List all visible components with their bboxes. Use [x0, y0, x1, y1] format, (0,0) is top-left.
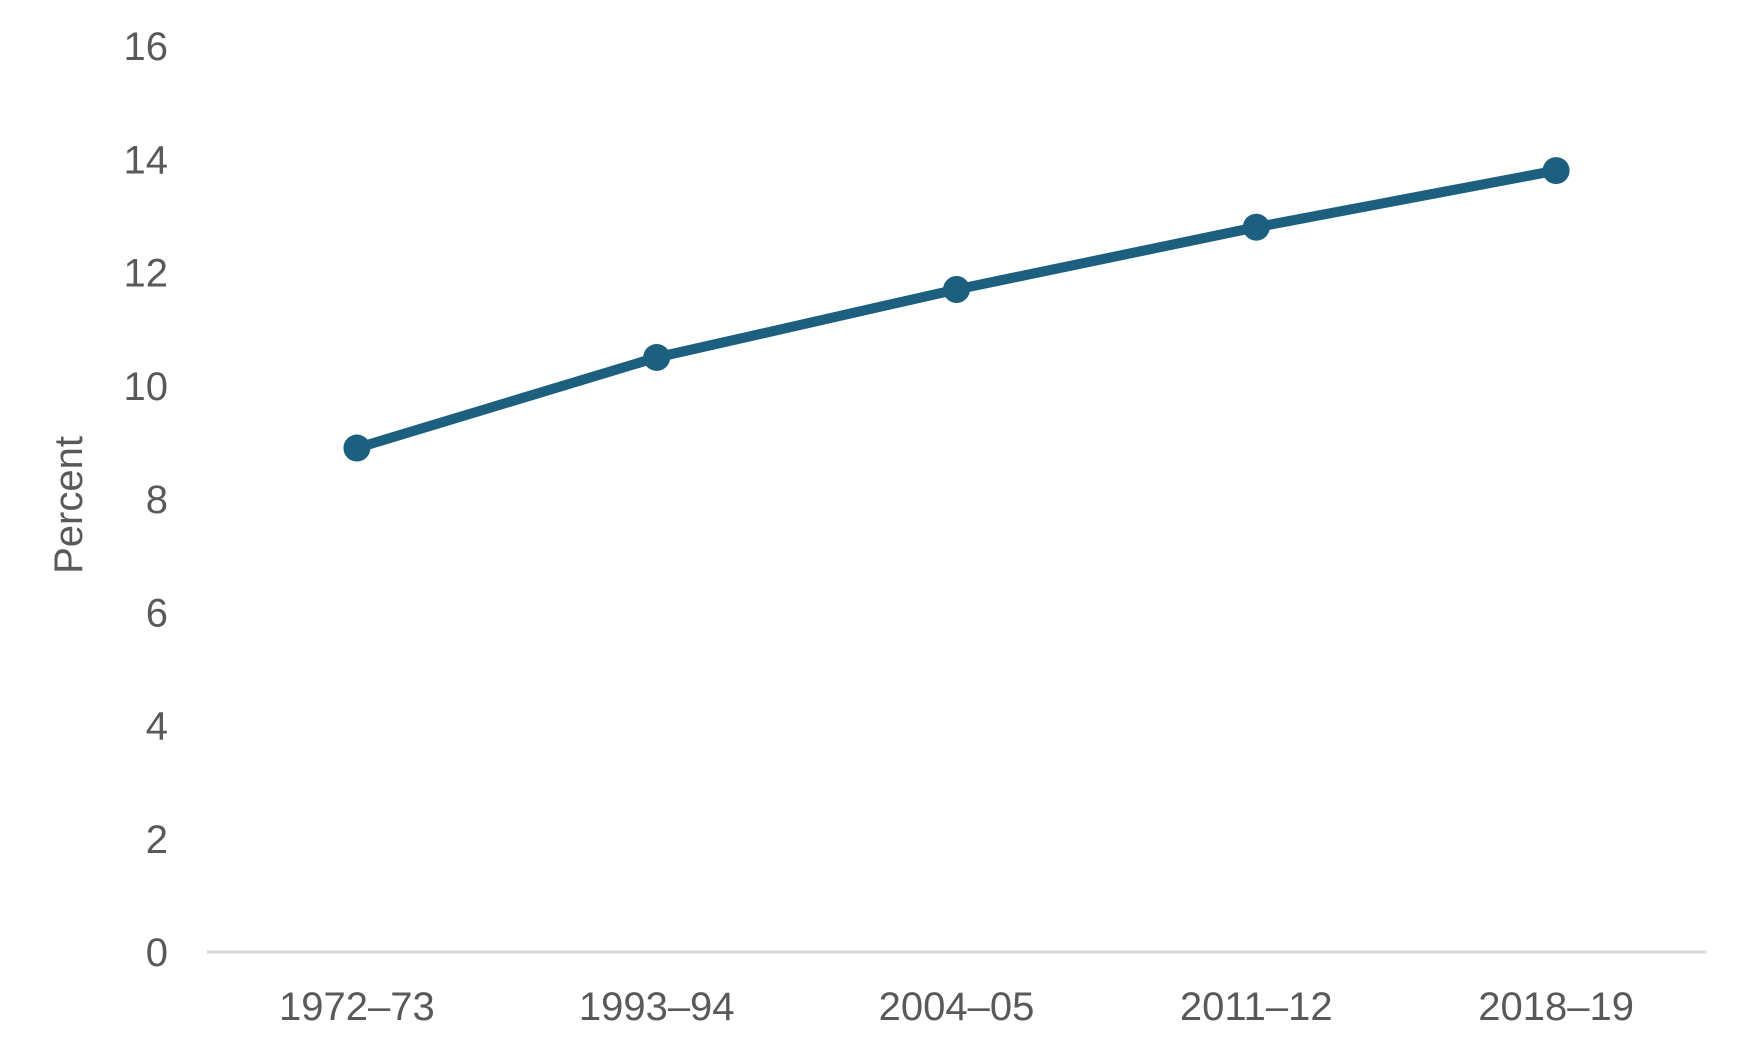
x-axis-category-labels: 1972–73 1993–94 2004–05 2011–12 2018–19 [279, 985, 1634, 1029]
x-tick-label: 2011–12 [1180, 985, 1333, 1029]
x-tick-label: 2004–05 [879, 985, 1035, 1029]
y-tick-label: 10 [124, 365, 169, 409]
data-point [1242, 213, 1270, 241]
x-tick-label: 1972–73 [279, 985, 435, 1029]
y-tick-label: 12 [124, 252, 169, 296]
y-tick-label: 8 [146, 478, 168, 522]
y-axis-title: Percent [47, 436, 91, 574]
y-tick-label: 16 [124, 25, 169, 69]
data-point-markers [343, 157, 1570, 462]
data-point [943, 275, 970, 303]
series-line-percent [351, 165, 1562, 454]
y-tick-label: 4 [146, 705, 168, 749]
y-tick-label: 14 [124, 138, 169, 182]
y-axis-tick-labels: 0 2 4 6 8 10 12 14 16 [124, 25, 169, 975]
data-point [343, 434, 371, 462]
data-point [643, 343, 671, 371]
y-tick-label: 2 [146, 818, 168, 862]
x-tick-label: 1993–94 [579, 985, 735, 1029]
data-point [1542, 157, 1570, 185]
y-tick-label: 0 [146, 931, 168, 975]
y-tick-label: 6 [146, 591, 168, 635]
x-tick-label: 2018–19 [1478, 985, 1634, 1029]
